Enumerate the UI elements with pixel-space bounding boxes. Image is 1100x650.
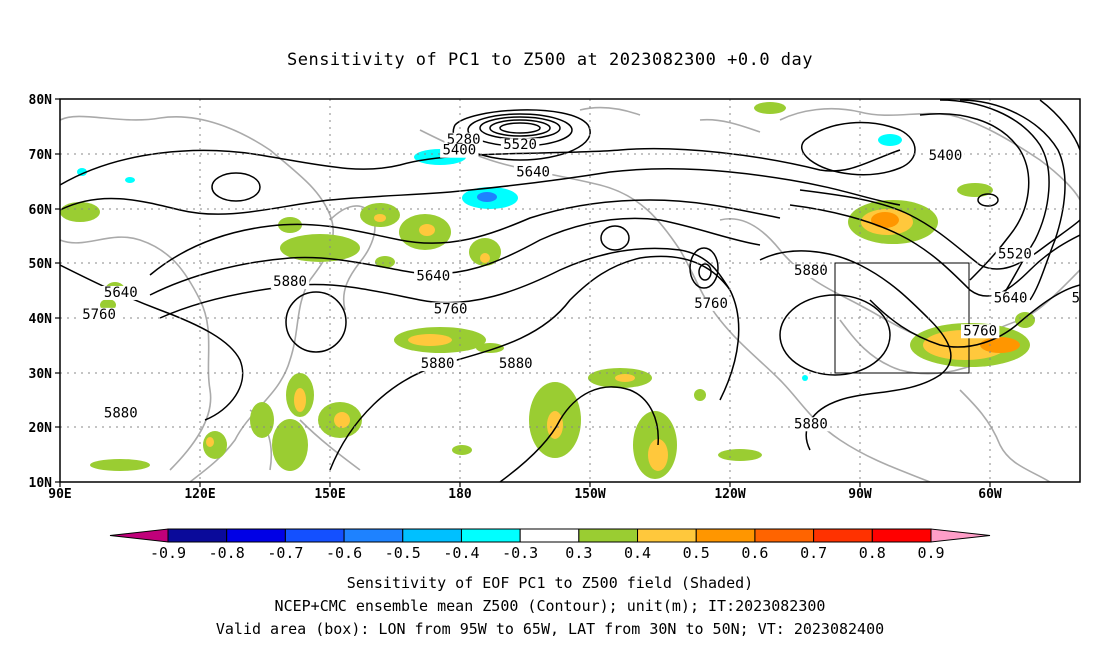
contour-label: 5880 [499, 356, 533, 372]
contour-label-bg [79, 307, 119, 322]
valid-area-box [834, 262, 970, 374]
contour-label-bg [791, 417, 831, 432]
contour-label-bg [496, 357, 535, 372]
lon-tick-label: 120E [184, 487, 215, 502]
contour-label: 5400 [929, 148, 963, 164]
contour-label-bg [270, 275, 310, 290]
lat-axis: 80N 70N 60N 50N 40N 30N 20N 10N [29, 93, 53, 491]
contour-label: 5640 [516, 165, 550, 181]
contour-label-bg [101, 285, 140, 300]
lat-tick-label: 50N [29, 257, 53, 272]
colorbar-swatch [226, 528, 286, 543]
contour-label: 5760 [694, 296, 728, 312]
colorbar-label: 0.7 [800, 544, 827, 562]
map-frame [59, 98, 1081, 483]
contour-label: 5640 [416, 269, 450, 285]
contour-label: 5400 [442, 143, 476, 159]
lon-tick-label: 120W [714, 487, 745, 502]
contour-label: 58 [1072, 290, 1089, 306]
contour-label-bg [101, 406, 140, 421]
contour-label-bg [418, 357, 457, 372]
lon-tick-label: 150E [314, 487, 345, 502]
contour-label: 5760 [963, 323, 997, 339]
colorbar-swatch [695, 528, 756, 543]
contour-label-bg [513, 165, 553, 180]
colorbar-swatch [343, 528, 404, 543]
contour-label-bg [995, 247, 1035, 262]
contour-label-bg [926, 149, 965, 164]
colorbar-label: 0.5 [683, 544, 710, 562]
contour-label: 5520 [998, 247, 1032, 263]
contour-label-bg [500, 138, 540, 153]
lat-tick-label: 60N [29, 203, 53, 218]
colorbar-label: 0.3 [565, 544, 592, 562]
lon-axis: 90E 120E 150E 180 150W 120W 90W 60W [48, 487, 1002, 502]
contour-label-bg [1069, 291, 1080, 306]
colorbar-high-extend [930, 528, 991, 543]
colorbar-swatch [578, 528, 639, 543]
footer-contour-caption: NCEP+CMC ensemble mean Z500 (Contour); u… [274, 597, 826, 615]
colorbar-swatch [284, 528, 345, 543]
colorbar-label: -0.8 [209, 544, 245, 562]
graticule [60, 99, 1080, 482]
contour-label: 5880 [794, 263, 828, 279]
colorbar-label: 0.9 [917, 544, 944, 562]
contour-label: 5880 [421, 356, 455, 372]
lat-tick-label: 20N [29, 421, 53, 436]
contour-label: 5880 [794, 416, 828, 432]
colorbar-label: -0.7 [267, 544, 303, 562]
colorbar-label: -0.3 [502, 544, 538, 562]
contour-label-bg [960, 324, 1000, 339]
contour-label-bg [444, 132, 483, 147]
colorbar: -0.9 -0.8 -0.7 -0.6 -0.5 -0.4 -0.3 0.3 0.4 0.5 0.6… [109, 528, 991, 562]
lat-tick-label: 70N [29, 148, 53, 163]
colorbar-label: -0.9 [150, 544, 186, 562]
contour-label-bg [991, 291, 1030, 306]
lat-tick-label: 40N [29, 312, 53, 327]
lon-tick-label: 90E [48, 487, 71, 502]
colorbar-label: -0.5 [385, 544, 421, 562]
contour-label-bg [791, 264, 831, 279]
colorbar-swatch [519, 528, 580, 543]
contour-label: 5640 [994, 290, 1028, 306]
lat-tick-label: 80N [29, 93, 53, 108]
colorbar-swatch [871, 528, 932, 543]
sensitivity-shading [60, 102, 1035, 479]
contour-label-bg [691, 296, 731, 311]
contour-label: 5760 [82, 307, 116, 323]
contour-label-bg [440, 143, 479, 158]
contour-label-bg [414, 269, 453, 284]
lon-tick-label: 150W [574, 487, 605, 502]
lon-tick-label: 90W [848, 487, 872, 502]
contour-label: 5760 [434, 301, 468, 317]
contour-label: 5520 [503, 137, 537, 153]
colorbar-swatch [813, 528, 873, 543]
colorbar-swatch [167, 528, 228, 543]
colorbar-swatch [754, 528, 815, 543]
contour-label-bg [431, 302, 470, 317]
lon-tick-label: 60W [978, 487, 1002, 502]
footer-valid-area-caption: Valid area (box): LON from 95W to 65W, L… [215, 620, 885, 638]
colorbar-swatch [460, 528, 521, 543]
lat-tick-label: 10N [29, 476, 53, 491]
colorbar-swatch [402, 528, 462, 543]
contour-label: 5880 [104, 405, 138, 421]
colorbar-label: 0.4 [624, 544, 651, 562]
colorbar-low-extend [109, 528, 169, 543]
tick-marks [55, 98, 991, 487]
map-title: Sensitivity of PC1 to Z500 at 2023082300… [286, 50, 813, 70]
colorbar-label: -0.6 [326, 544, 362, 562]
colorbar-swatch [637, 528, 697, 543]
footer-shading-caption: Sensitivity of EOF PC1 to Z500 field (Sh… [346, 574, 754, 592]
colorbar-label: 0.8 [859, 544, 886, 562]
lat-tick-label: 30N [29, 367, 53, 382]
contour-label: 5640 [104, 285, 138, 301]
colorbar-label: -0.4 [443, 544, 479, 562]
contour-label: 5880 [273, 274, 307, 290]
colorbar-label: 0.6 [741, 544, 768, 562]
lon-tick-label: 180 [448, 487, 472, 502]
